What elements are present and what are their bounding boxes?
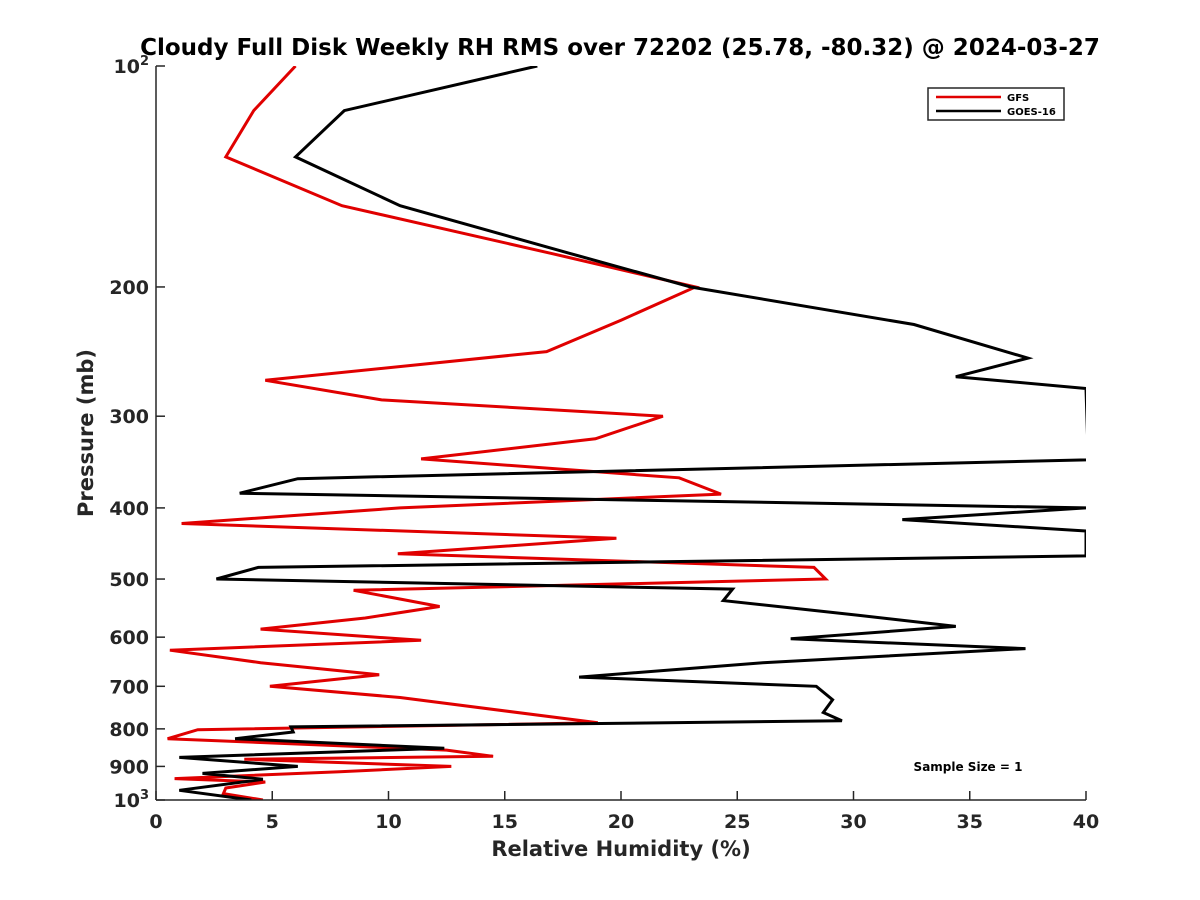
y-tick-label: 200 <box>109 277 149 299</box>
series-line-gfs <box>167 66 830 800</box>
y-tick-label: 300 <box>109 406 149 428</box>
x-tick-label: 35 <box>957 811 983 833</box>
y-tick-label: 900 <box>109 756 149 778</box>
plot-area: 0 5 10 15 20 25 30 35 40 102 200 300 400 500 600 700 80… <box>109 54 1099 833</box>
legend-box <box>927 87 1065 121</box>
y-ticks: 102 200 300 400 500 600 700 800 900 103 <box>109 54 165 812</box>
sample-size-annotation: Sample Size = 1 <box>914 760 1023 774</box>
x-axis-label: Relative Humidity (%) <box>491 837 750 861</box>
y-tick-label: 400 <box>109 498 149 520</box>
x-tick-label: 30 <box>840 811 866 833</box>
y-tick-label: 800 <box>109 719 149 741</box>
x-tick-label: 15 <box>492 811 518 833</box>
x-tick-label: 40 <box>1073 811 1099 833</box>
x-ticks: 0 5 10 15 20 25 30 35 40 <box>149 791 1099 833</box>
y-tick-label: 103 <box>114 788 150 812</box>
legend: GFS GOES-16 <box>927 87 1065 121</box>
legend-label-goes16: GOES-16 <box>1007 107 1056 118</box>
x-tick-label: 5 <box>266 811 279 833</box>
y-tick-label: 700 <box>109 676 149 698</box>
series-line-goes-16 <box>179 66 1086 800</box>
x-tick-label: 0 <box>149 811 162 833</box>
y-tick-label: 102 <box>114 54 150 78</box>
chart-title: Cloudy Full Disk Weekly RH RMS over 7220… <box>140 35 1100 61</box>
y-axis-label: Pressure (mb) <box>74 349 98 517</box>
x-tick-label: 25 <box>724 811 750 833</box>
series-layer <box>167 66 1086 800</box>
x-tick-label: 10 <box>375 811 401 833</box>
y-tick-label: 600 <box>109 627 149 649</box>
legend-label-gfs: GFS <box>1007 93 1029 104</box>
x-tick-label: 20 <box>608 811 634 833</box>
y-tick-label: 500 <box>109 569 149 591</box>
